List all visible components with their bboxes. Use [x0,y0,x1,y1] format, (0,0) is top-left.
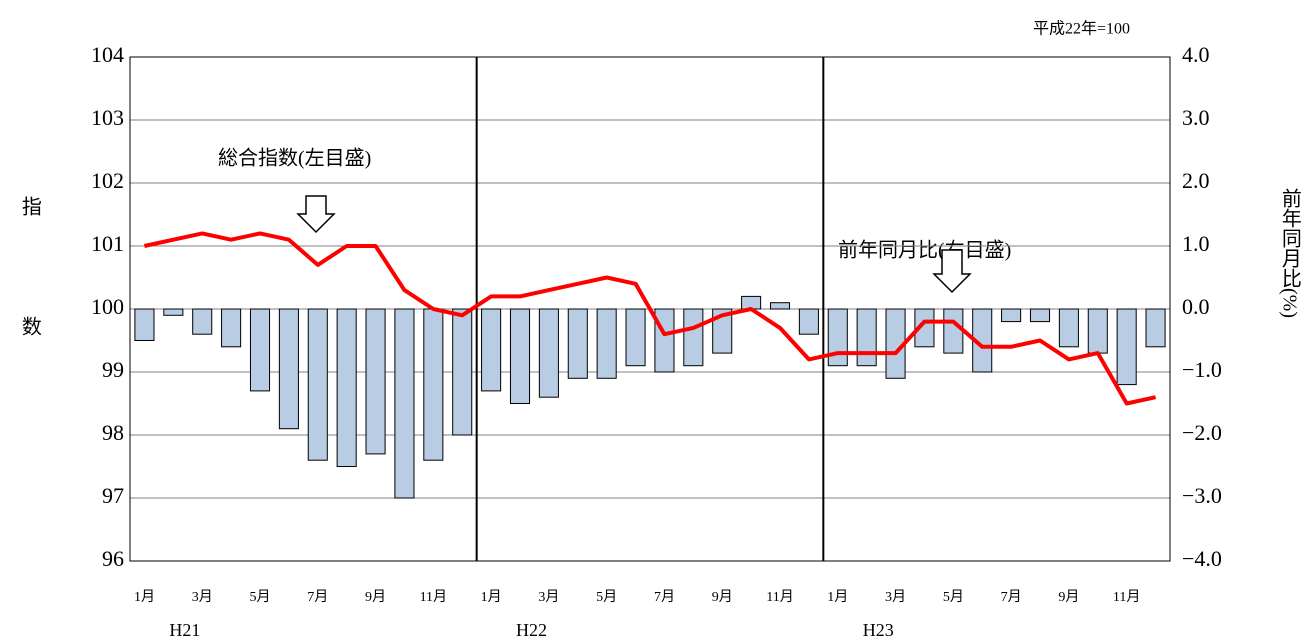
x-tick-label: 9月 [1058,589,1079,605]
bar [712,308,733,354]
y-tick-label: 98 [102,420,124,445]
bar [221,308,242,348]
x-tick-label: 1月 [827,589,848,605]
bar [567,308,588,379]
y-tick-label: 102 [91,168,124,193]
bar [1058,308,1079,348]
bar [509,308,531,404]
annotation: 前年同月比(右目盛) [838,239,1011,262]
x-tick-label: 3月 [538,589,559,605]
bar [625,308,646,367]
y2-tick-label: 1.0 [1182,231,1210,256]
x-tick-label: 7月 [307,589,328,605]
bar [769,302,791,310]
x-tick-label: 7月 [654,589,675,605]
bar [856,308,877,367]
y2-tick-label: 2.0 [1182,168,1210,193]
x-tick-label: 5月 [596,589,617,605]
year-label: H22 [516,620,547,640]
y2-axis-label: 前年同月比(%) [1278,188,1301,318]
y2-tick-label: 0.0 [1182,294,1210,319]
x-tick-label: 3月 [192,589,213,605]
x-tick-label: 5月 [250,589,271,605]
y-tick-label: 99 [102,357,124,382]
y2-tick-label: −3.0 [1182,483,1222,508]
arrow [932,249,972,294]
bar [943,308,964,354]
bar [452,308,473,436]
y2-tick-label: −4.0 [1182,546,1222,571]
y2-tick-label: −1.0 [1182,357,1222,382]
y-tick-label: 101 [91,231,124,256]
bar [423,308,444,461]
bar [192,308,213,335]
x-tick-label: 1月 [134,589,155,605]
y2-tick-label: 3.0 [1182,105,1210,130]
bar [481,308,502,392]
x-tick-label: 9月 [712,589,733,605]
x-tick-label: 3月 [885,589,906,605]
bar [914,308,935,348]
x-tick-label: 11月 [1113,589,1140,605]
line [143,231,1157,406]
y2-tick-label: −2.0 [1182,420,1222,445]
bar [1145,308,1166,348]
year-label: H21 [169,620,200,640]
y-tick-label: 97 [102,483,124,508]
x-tick-label: 1月 [481,589,502,605]
subtitle: 平成22年=100 [1033,20,1130,38]
bar [307,308,328,461]
bar [654,308,675,373]
year-label: H23 [863,620,894,640]
bar [827,308,848,367]
plot-frame [129,56,1171,562]
bar [1087,308,1108,354]
bar [336,308,357,467]
y-axis-label: 指数 [18,196,41,436]
bar [683,308,704,367]
bar [1029,308,1051,323]
x-tick-label: 5月 [943,589,964,605]
x-tick-label: 7月 [1001,589,1022,605]
bar [249,308,271,392]
bar [798,308,819,335]
arrow [296,195,336,234]
bar [1116,308,1137,386]
bar [1001,308,1022,323]
x-tick-label: 11月 [766,589,793,605]
bar [134,308,155,341]
annotation: 総合指数(左目盛) [218,147,371,170]
y-tick-label: 103 [91,105,124,130]
bar [365,308,386,455]
y2-tick-label: 4.0 [1182,42,1210,67]
y-tick-label: 96 [102,546,124,571]
bar [596,308,617,379]
bar [394,308,415,499]
y-tick-label: 104 [91,42,124,67]
bar [163,308,184,316]
y-tick-label: 100 [91,294,124,319]
bar [538,308,559,398]
x-tick-label: 11月 [420,589,447,605]
bar [278,308,299,430]
x-tick-label: 9月 [365,589,386,605]
